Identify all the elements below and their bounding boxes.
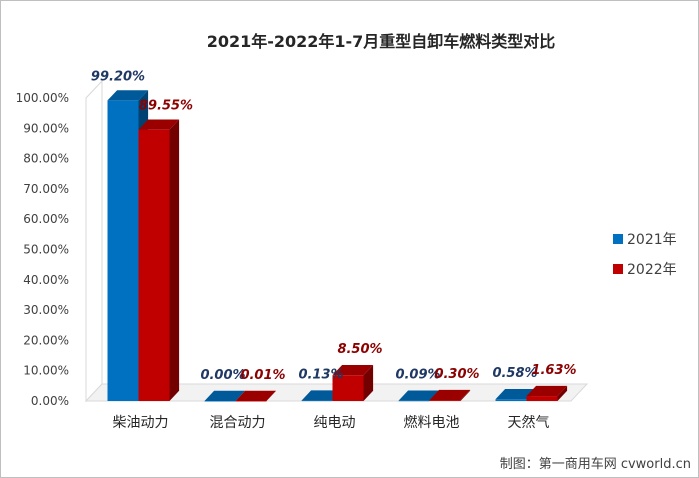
y-tick-label: 90.00% [23, 121, 69, 135]
data-label: 99.20% [91, 69, 145, 84]
data-label: 1.63% [531, 363, 576, 378]
bars [107, 90, 568, 402]
y-tick-label: 100.00% [16, 91, 69, 105]
bar [429, 400, 461, 401]
data-label: 0.58% [492, 366, 537, 381]
x-tick-label: 混合动力 [210, 415, 266, 431]
data-label: 0.13% [298, 368, 343, 383]
y-tick-label: 40.00% [23, 273, 69, 287]
bar-top [429, 389, 471, 401]
legend-swatch [613, 234, 623, 244]
bar-top [398, 390, 440, 401]
bar-top [107, 90, 149, 101]
y-tick-label: 50.00% [23, 243, 69, 257]
bar [398, 400, 430, 402]
data-label: 0.30% [434, 367, 479, 382]
legend-swatch [613, 264, 623, 274]
y-axis-ticks: 0.00% 10.00% 20.00% 30.00% 40.00% 50.00% 60.00… [16, 91, 69, 408]
bar-top [526, 385, 568, 397]
data-label: 89.55% [139, 99, 193, 114]
y-tick-label: 30.00% [23, 303, 69, 317]
chart-title: 2021年-2022年1-7月重型自卸车燃料类型对比 [207, 32, 556, 51]
bar-side [363, 365, 374, 401]
x-tick-label: 纯电动 [314, 415, 356, 431]
bar-side [557, 385, 568, 401]
x-axis-ticks: 柴油动力 混合动力 纯电动 燃料电池 天然气 [113, 414, 550, 431]
legend-label: 2021年 [627, 232, 677, 248]
side-wall [85, 79, 103, 403]
bar [235, 400, 267, 402]
bar [526, 396, 558, 401]
data-label: 0.09% [395, 368, 440, 383]
y-tick-label: 20.00% [23, 333, 69, 347]
x-tick-label: 燃料电池 [404, 414, 460, 431]
bar [204, 401, 236, 402]
bar [138, 129, 170, 401]
bar [301, 400, 333, 402]
data-label: 0.00% [200, 368, 245, 383]
bar-top [332, 365, 374, 376]
bar-side [169, 119, 180, 401]
bar-top [138, 119, 180, 130]
bar-top [235, 390, 277, 401]
legend-label: 2022年 [627, 262, 677, 278]
data-label: 8.50% [337, 342, 382, 357]
y-tick-label: 70.00% [23, 182, 69, 196]
x-tick-label: 柴油动力 [113, 415, 169, 431]
data-label: 0.01% [240, 368, 285, 383]
bar [495, 399, 527, 401]
bar [107, 100, 139, 401]
bar-top [495, 389, 537, 400]
x-tick-label: 天然气 [508, 414, 550, 431]
bar-top [204, 390, 246, 401]
y-tick-label: 60.00% [23, 212, 69, 226]
credit-text: 制图：第一商用车网 cvworld.cn [500, 456, 691, 472]
bar [332, 375, 364, 401]
y-tick-label: 10.00% [23, 364, 69, 378]
bar-side [266, 390, 277, 401]
bar-side [460, 389, 471, 401]
legend: 2021年 2022年 [613, 232, 677, 278]
y-tick-label: 0.00% [31, 394, 69, 408]
data-labels: 99.20% 89.55% 0.00%0.01% 0.13% 8.50% 0.09%0.3… [91, 69, 577, 383]
bar-top [301, 390, 343, 401]
y-tick-label: 80.00% [23, 152, 69, 166]
